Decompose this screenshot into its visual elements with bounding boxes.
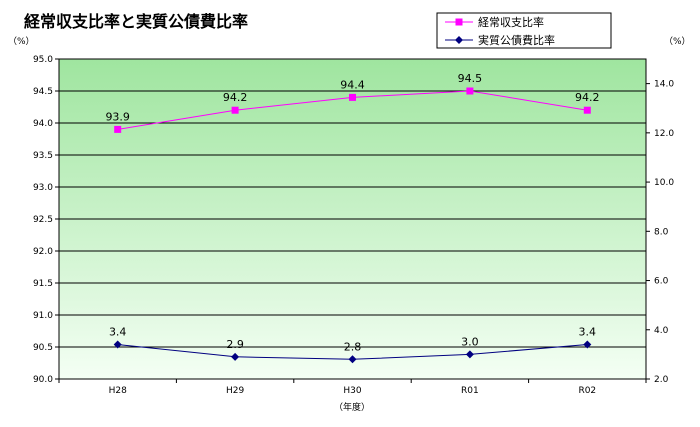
left-tick-label: 93.5 [33, 151, 53, 161]
left-tick-label: 95.0 [33, 55, 53, 65]
right-tick-label: 4.0 [654, 326, 669, 336]
data-label: 94.4 [340, 78, 365, 91]
right-axis: 2.0 4.0 6.0 8.0 10.0 12.0 14.0 [646, 80, 674, 385]
data-point [583, 340, 592, 349]
right-tick-label: 6.0 [654, 277, 669, 287]
left-tick-label: 91.0 [33, 311, 53, 321]
data-label: 3.4 [109, 326, 127, 339]
left-tick-label: 90.5 [33, 343, 53, 353]
data-label: 3.0 [461, 335, 479, 348]
data-label: 94.2 [575, 91, 600, 104]
legend-marker-ordinary-balance [455, 18, 463, 26]
data-label: 2.8 [344, 340, 362, 353]
data-label: 2.9 [226, 338, 244, 351]
right-tick-label: 14.0 [654, 80, 674, 90]
data-label: 94.5 [458, 72, 483, 85]
x-tick-label: R01 [461, 386, 479, 396]
data-label: 94.2 [223, 91, 248, 104]
data-point [583, 106, 591, 114]
series-debt-service: 3.4 2.9 2.8 3.0 3.4 [109, 326, 596, 364]
right-tick-label: 8.0 [654, 227, 669, 237]
series-ordinary-balance: 93.9 94.2 94.4 94.5 94.2 [105, 72, 600, 133]
data-point [348, 355, 357, 364]
left-tick-label: 94.5 [33, 87, 53, 97]
data-point [114, 125, 122, 133]
left-tick-label: 91.5 [33, 279, 53, 289]
data-point [465, 350, 474, 359]
legend-label-ordinary-balance: 経常収支比率 [478, 15, 544, 29]
legend-marker-debt-service [455, 36, 463, 44]
x-axis: H28 H29 H30 R01 R02 [58, 379, 647, 396]
left-tick-label: 93.0 [33, 183, 53, 193]
data-point [231, 352, 240, 361]
legend-label-debt-service: 実質公債費比率 [478, 33, 555, 47]
legend: 経常収支比率 実質公債費比率 [436, 12, 612, 49]
legend-box [436, 12, 612, 49]
series-layer: 93.9 94.2 94.4 94.5 94.2 3.4 2.9 2.8 3.0 3.4 [105, 72, 600, 364]
chart-title: 経常収支比率と実質公債費比率 [24, 12, 248, 31]
data-point [231, 106, 239, 114]
left-tick-label: 92.0 [33, 247, 53, 257]
data-label: 93.9 [105, 110, 130, 123]
right-tick-label: 2.0 [654, 375, 669, 385]
left-tick-label: 90.0 [33, 375, 53, 385]
data-point [466, 87, 474, 95]
left-axis: 90.0 90.5 91.0 91.5 92.0 92.5 93.0 93.5 94.0 94.5… [33, 55, 59, 385]
left-axis-unit: （%） [8, 36, 35, 47]
x-tick-label: R02 [578, 386, 596, 396]
right-tick-label: 12.0 [654, 129, 674, 139]
data-point [113, 340, 122, 349]
left-tick-label: 92.5 [33, 215, 53, 225]
right-axis-unit: （%） [664, 36, 691, 47]
x-tick-label: H29 [226, 386, 244, 396]
x-tick-label: H28 [109, 386, 127, 396]
x-tick-label: H30 [343, 386, 361, 396]
data-label: 3.4 [579, 326, 597, 339]
data-point [349, 93, 356, 101]
right-tick-label: 10.0 [654, 178, 674, 188]
left-tick-label: 94.0 [33, 119, 53, 129]
x-axis-label: （年度） [334, 401, 370, 413]
gridlines [59, 90, 646, 348]
